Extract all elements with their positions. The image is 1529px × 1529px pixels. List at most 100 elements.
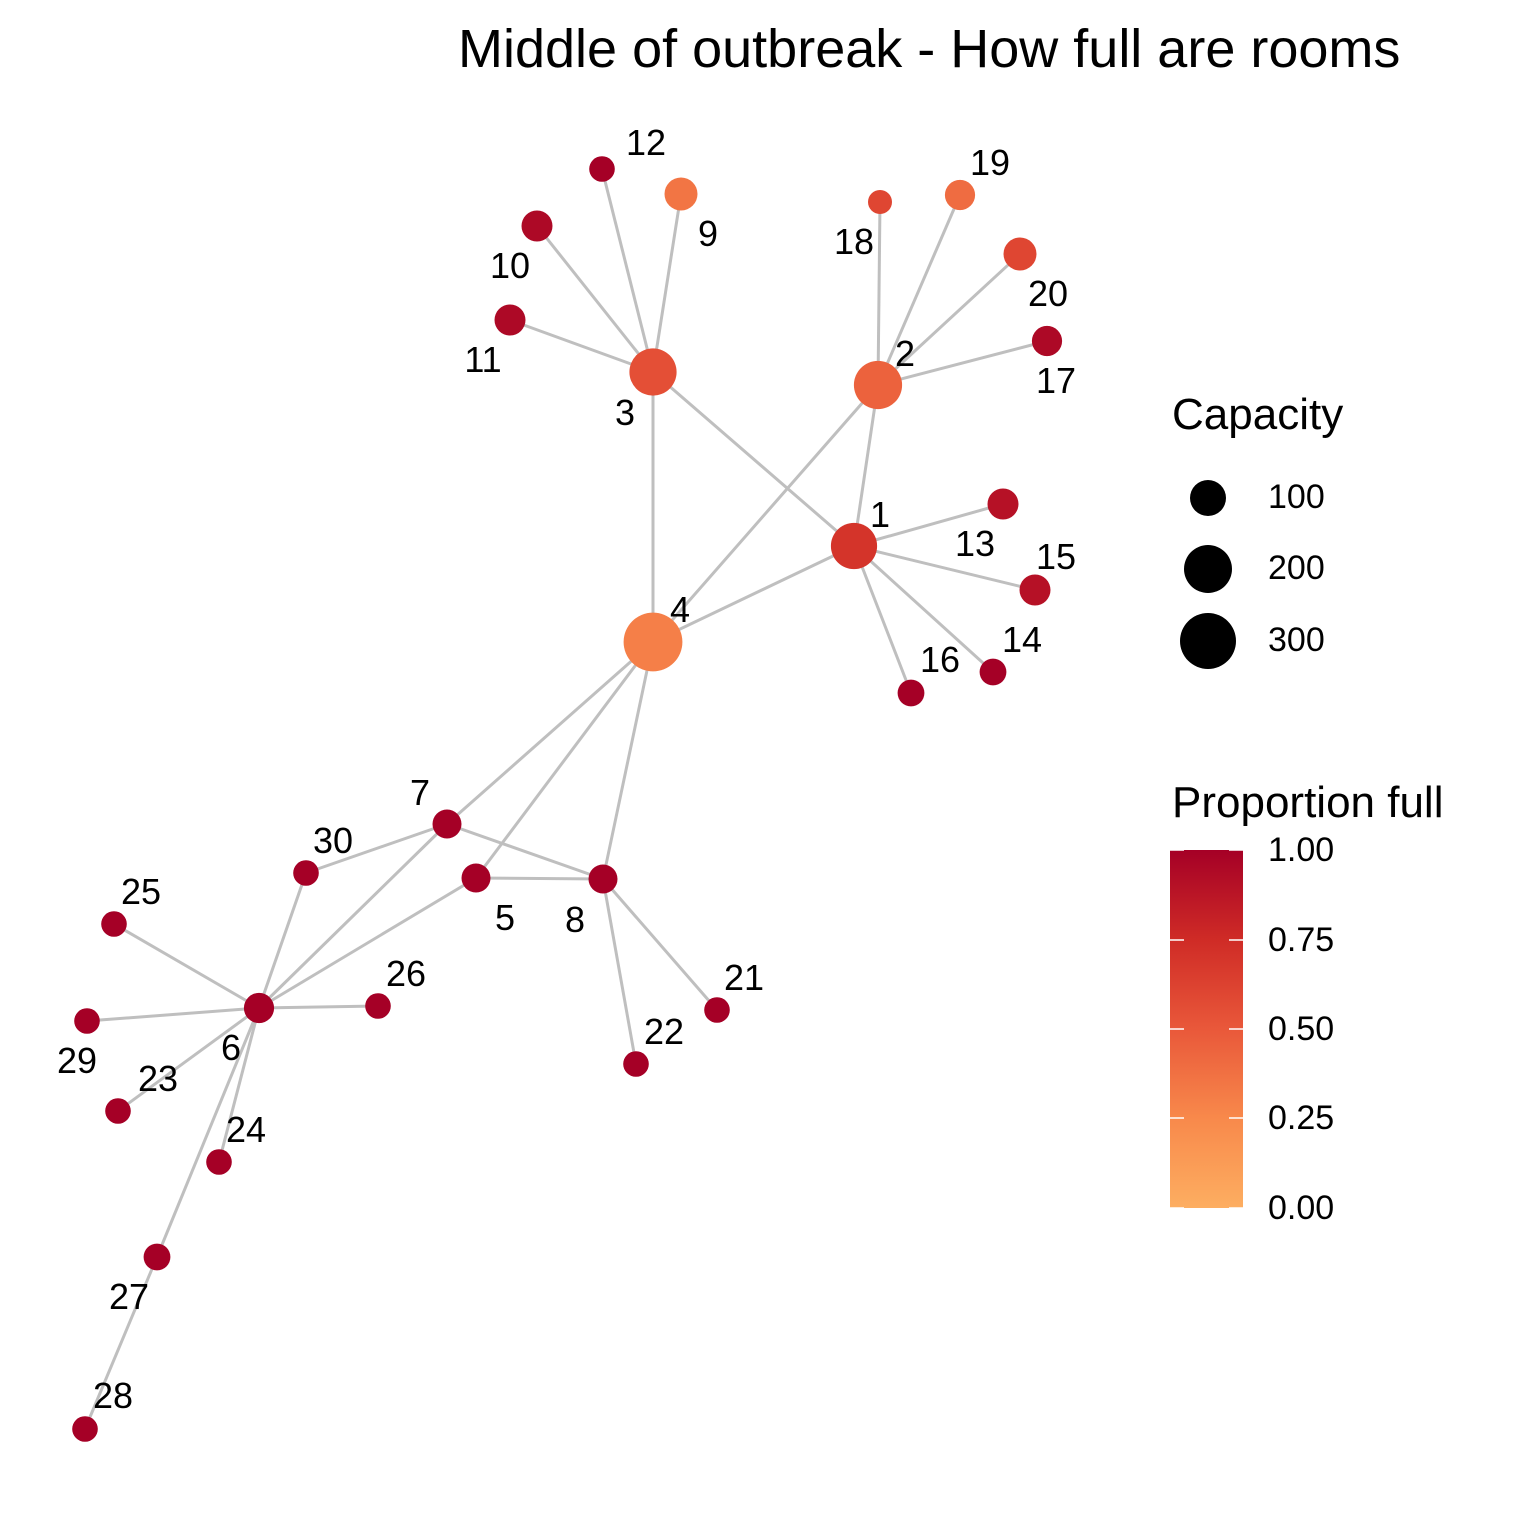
node-15 (1019, 574, 1051, 606)
node-label-14: 14 (1002, 619, 1042, 660)
node-label-10: 10 (490, 245, 530, 286)
node-19 (944, 179, 976, 211)
node-5 (461, 863, 491, 893)
edge-2-19 (876, 194, 962, 386)
node-22 (623, 1051, 649, 1077)
capacity-key-300 (1180, 613, 1236, 669)
edge-2-17 (877, 339, 1048, 387)
node-6 (243, 992, 275, 1024)
node-21 (704, 997, 730, 1023)
node-label-28: 28 (93, 1375, 133, 1416)
edge-2-18 (876, 201, 882, 386)
edge-1-15 (853, 544, 1036, 592)
node-20 (1003, 237, 1037, 271)
node-7 (432, 809, 462, 839)
edge-5-6 (258, 876, 477, 1010)
capacity-legend-title: Capacity (1172, 390, 1344, 439)
capacity-key-200 (1184, 545, 1232, 593)
node-11 (494, 304, 526, 336)
node-label-1: 1 (870, 494, 890, 535)
edge-1-13 (853, 502, 1004, 548)
edge-5-8 (475, 876, 604, 881)
node-label-16: 16 (920, 639, 960, 680)
edge-1-16 (852, 545, 913, 694)
node-label-27: 27 (109, 1276, 149, 1317)
capacity-key-100 (1190, 480, 1226, 516)
edge-4-5 (474, 641, 655, 879)
node-label-5: 5 (495, 897, 515, 938)
node-label-29: 29 (57, 1040, 97, 1081)
edge-27-28 (83, 1256, 159, 1430)
node-label-20: 20 (1028, 273, 1068, 314)
proportion-tick-1-00: 1.00 (1268, 831, 1335, 869)
edge-6-23 (117, 1006, 260, 1113)
edge-2-1 (852, 384, 880, 547)
node-label-9: 9 (698, 213, 718, 254)
node-label-8: 8 (565, 899, 585, 940)
node-13 (987, 488, 1019, 520)
node-3 (629, 348, 677, 396)
proportion-tick-0-00: 0.00 (1268, 1189, 1335, 1227)
edge-4-8 (601, 641, 655, 880)
node-label-25: 25 (121, 871, 161, 912)
edge-1-4 (652, 544, 855, 644)
node-29 (74, 1008, 100, 1034)
node-23 (105, 1098, 131, 1124)
edge-6-30 (257, 872, 308, 1009)
node-9 (664, 177, 698, 211)
edge-7-6 (257, 822, 449, 1010)
edge-8-22 (601, 878, 638, 1065)
edge-8-21 (601, 878, 719, 1011)
edge-3-10 (535, 225, 655, 373)
edge-6-24 (217, 1007, 261, 1163)
node-label-30: 30 (313, 820, 353, 861)
edge-6-25 (113, 922, 260, 1010)
node-28 (72, 1416, 98, 1442)
node-label-19: 19 (970, 142, 1010, 183)
node-label-2: 2 (895, 333, 915, 374)
edge-6-27 (155, 1007, 261, 1258)
edge-4-7 (446, 640, 654, 826)
edge-6-26 (258, 1004, 379, 1010)
edge-3-9 (651, 193, 683, 373)
edge-1-14 (852, 544, 995, 674)
node-label-15: 15 (1036, 536, 1076, 577)
node-24 (206, 1149, 232, 1175)
node-8 (588, 864, 618, 894)
node-label-3: 3 (615, 392, 635, 433)
edge-layer (83, 168, 1048, 1430)
node-30 (293, 860, 319, 886)
node-label-7: 7 (410, 772, 430, 813)
capacity-legend-label-300: 300 (1268, 621, 1325, 659)
node-label-21: 21 (724, 957, 764, 998)
node-27 (143, 1243, 171, 1271)
capacity-legend-label-100: 100 (1268, 478, 1325, 516)
proportion-tick-0-25: 0.25 (1268, 1099, 1335, 1137)
label-layer: 1234567891011121314151617181920212223242… (57, 122, 1076, 1416)
color-bar-ticks (1170, 849, 1243, 1209)
node-label-6: 6 (221, 1027, 241, 1068)
edge-2-4 (651, 384, 880, 643)
edge-7-8 (446, 822, 604, 881)
node-label-26: 26 (386, 953, 426, 994)
edge-2-20 (876, 252, 1022, 387)
proportion-tick-0-50: 0.50 (1268, 1010, 1335, 1048)
node-17 (1031, 325, 1063, 357)
node-label-11: 11 (464, 339, 501, 380)
node-label-4: 4 (670, 589, 690, 630)
node-10 (521, 210, 553, 242)
node-layer (72, 156, 1063, 1442)
node-label-13: 13 (955, 523, 995, 564)
edge-3-11 (509, 318, 654, 374)
node-14 (979, 658, 1007, 686)
proportion-tick-0-75: 0.75 (1268, 921, 1335, 959)
node-18 (868, 190, 892, 214)
node-16 (897, 679, 925, 707)
edge-6-29 (86, 1006, 260, 1023)
node-label-18: 18 (834, 221, 874, 262)
node-26 (365, 993, 391, 1019)
edge-7-30 (305, 822, 448, 875)
node-label-24: 24 (226, 1109, 266, 1150)
capacity-legend-keys (1180, 480, 1236, 669)
